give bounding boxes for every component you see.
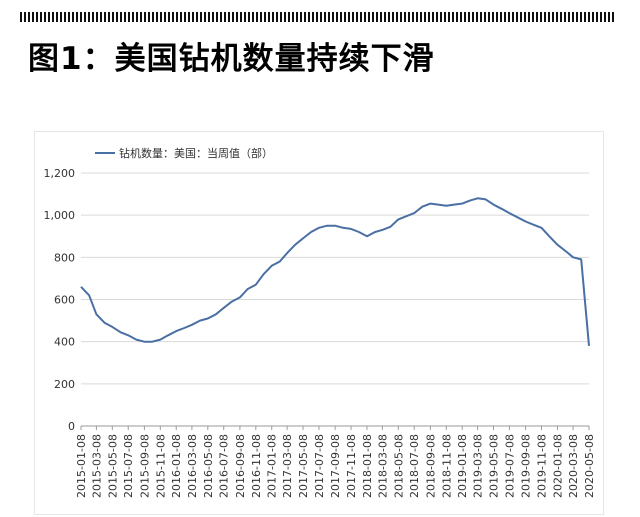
line-chart: 0 200 400 600 800 1,000 1,200 2015-01-08 2015-03… — [44, 146, 597, 498]
y-tick-label: 0 — [68, 420, 75, 433]
page-title: 图1：美国钻机数量持续下滑 — [28, 41, 435, 77]
x-tick-label: 2015-05-08 — [106, 434, 119, 498]
x-tick-label: 2019-03-08 — [472, 434, 485, 498]
x-tick-label: 2015-07-08 — [122, 434, 135, 498]
chart-container: 0 200 400 600 800 1,000 1,200 2015-01-08 2015-03… — [34, 131, 604, 515]
x-tick-label: 2016-01-08 — [170, 434, 183, 498]
x-tick-label: 2016-07-08 — [218, 434, 231, 498]
x-tick-label: 2016-05-08 — [202, 434, 215, 498]
x-tick-label: 2017-09-08 — [329, 434, 342, 498]
x-tick-label: 2016-03-08 — [186, 434, 199, 498]
legend-label: 钻机数量：美国：当周值（部） — [119, 146, 273, 160]
x-tick-label: 2018-03-08 — [376, 434, 389, 498]
x-tick-label: 2017-03-08 — [281, 434, 294, 498]
y-tick-label: 400 — [54, 336, 75, 349]
x-tick-label: 2019-05-08 — [488, 434, 501, 498]
y-tick-label: 200 — [54, 378, 75, 391]
x-tick-label: 2015-11-08 — [154, 434, 167, 498]
y-tick-label: 1,200 — [44, 167, 76, 180]
series-line — [80, 197, 590, 346]
x-tick-label: 2018-05-08 — [392, 434, 405, 498]
x-tick-label: 2015-01-08 — [75, 434, 88, 498]
x-tick-label: 2018-09-08 — [424, 434, 437, 498]
x-tick-label: 2020-03-08 — [567, 434, 580, 498]
x-tick-label: 2020-05-08 — [583, 434, 596, 498]
x-tick-label: 2015-03-08 — [90, 434, 103, 498]
x-tick-label: 2017-01-08 — [266, 434, 279, 498]
x-tick-label: 2019-01-08 — [456, 434, 469, 498]
x-tick-label: 2018-07-08 — [408, 434, 421, 498]
x-tick-label: 2016-09-08 — [234, 434, 247, 498]
x-tick-label: 2017-07-08 — [313, 434, 326, 498]
x-tick-label: 2020-01-08 — [551, 434, 564, 498]
x-tick-label: 2018-01-08 — [361, 434, 374, 498]
x-tick-label: 2017-05-08 — [297, 434, 310, 498]
x-tick-label: 2019-11-08 — [536, 434, 549, 498]
decorative-stripe-bar — [20, 12, 616, 22]
y-tick-label: 800 — [54, 251, 75, 264]
x-tick-label: 2019-09-08 — [520, 434, 533, 498]
x-tick-label: 2017-11-08 — [345, 434, 358, 498]
x-tick-label: 2018-11-08 — [440, 434, 453, 498]
x-tick-label: 2016-11-08 — [250, 434, 263, 498]
x-tick-label: 2015-09-08 — [138, 434, 151, 498]
y-tick-label: 600 — [54, 294, 75, 307]
x-tick-label: 2019-07-08 — [503, 434, 516, 498]
y-tick-label: 1,000 — [44, 209, 76, 222]
